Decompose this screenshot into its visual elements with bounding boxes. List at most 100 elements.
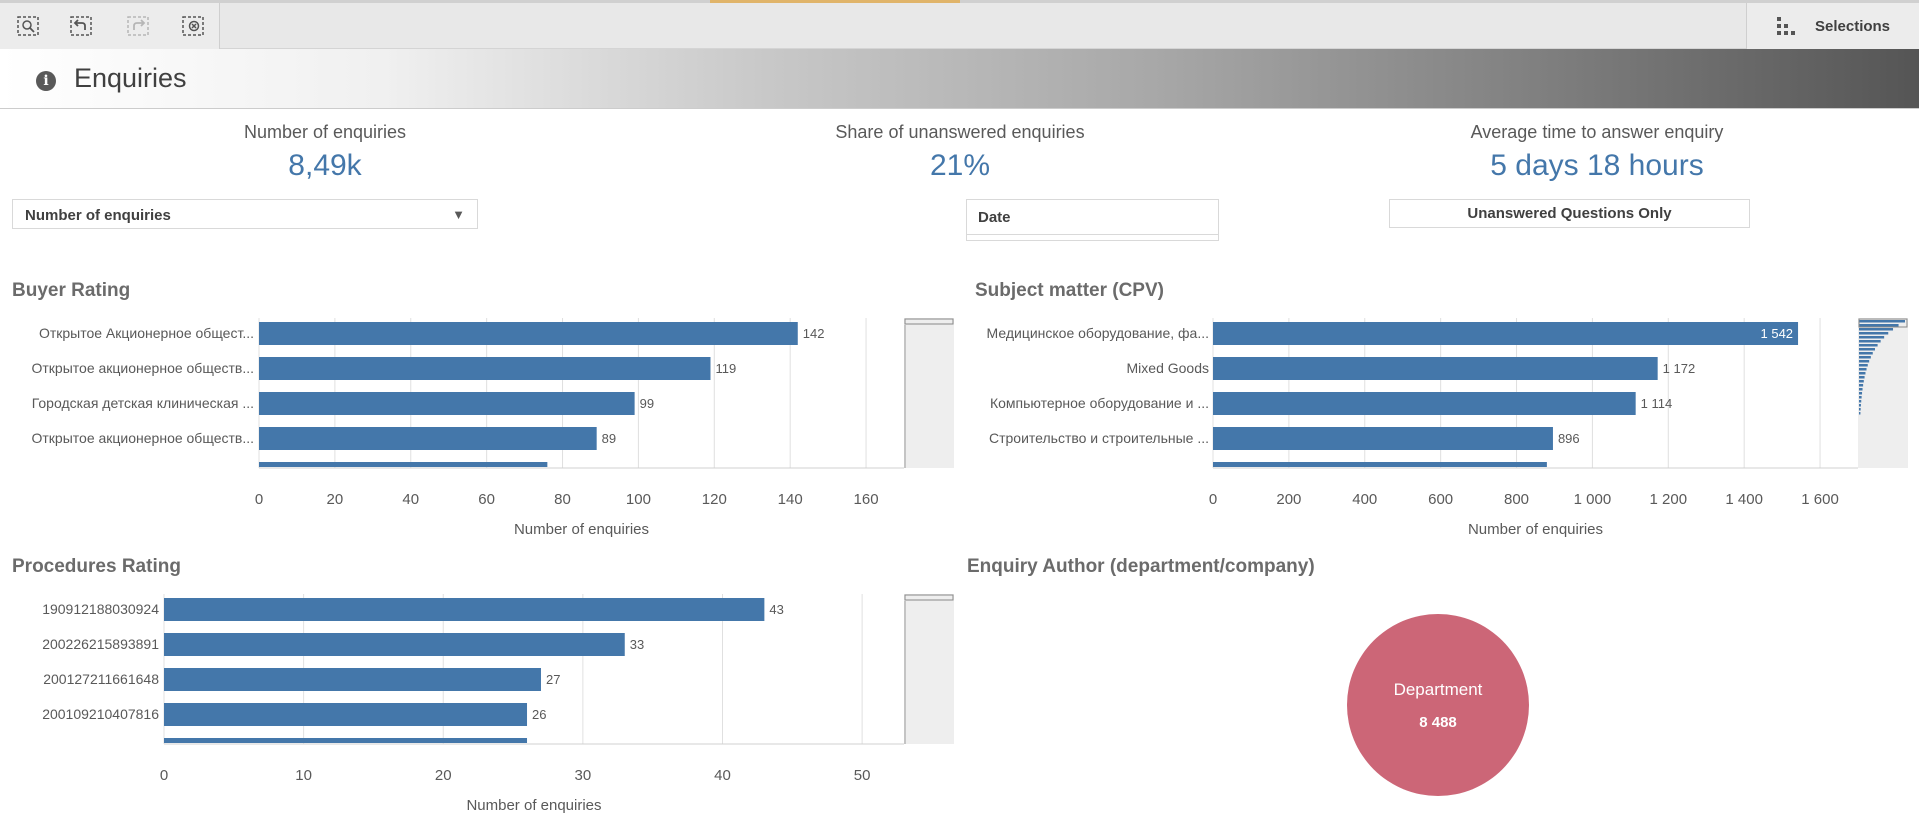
mini-chart-bar (1859, 408, 1861, 411)
step-forward-button[interactable] (123, 12, 153, 40)
smart-search-button[interactable] (13, 12, 43, 40)
bar (1213, 392, 1636, 415)
bar (164, 668, 541, 691)
bar (259, 322, 798, 345)
mini-chart-bar (1859, 396, 1862, 399)
bar (1213, 322, 1799, 345)
x-tick-label: 10 (295, 767, 312, 784)
y-category-label: Открытое акционерное обществ... (32, 360, 255, 376)
info-icon[interactable]: i (36, 71, 56, 91)
kpi-value: 8,49k (288, 149, 362, 182)
mini-chart-bar (1859, 324, 1899, 327)
mini-chart-bar (1859, 400, 1862, 403)
smart-search-icon (17, 16, 39, 36)
x-tick-label: 1 400 (1725, 491, 1763, 508)
mini-chart-bar (1859, 384, 1864, 387)
bar-value-label: 99 (640, 396, 654, 411)
mini-chart-bar (1859, 404, 1861, 407)
subject-matter-title: Subject matter (CPV) (975, 280, 1164, 301)
chevron-down-icon: ▼ (452, 207, 465, 222)
kpi-value: 21% (929, 149, 991, 182)
y-category-label: Открытое Акционерное общест... (39, 325, 254, 341)
mini-chart-bar (1859, 340, 1881, 343)
x-tick-label: 600 (1428, 491, 1453, 508)
enquiry-author-title: Enquiry Author (department/company) (967, 556, 1315, 577)
mini-chart-viewport (1858, 318, 1908, 328)
bar-value-label: 142 (803, 326, 825, 341)
bar-value-label: 33 (630, 637, 644, 652)
kpi-label: Share of unanswered enquiries (835, 122, 1085, 142)
date-filter-divider (967, 234, 1218, 235)
bar (164, 598, 765, 621)
buyer-rating-title: Buyer Rating (12, 280, 131, 301)
y-category-label: 200127211661648 (43, 671, 159, 687)
x-tick-label: 20 (327, 491, 344, 508)
selections-button[interactable]: Selections (1746, 3, 1919, 49)
bar-value-label: 43 (769, 602, 783, 617)
x-tick-label: 100 (626, 491, 651, 508)
buyer-rating-chart[interactable]: 0 20 40 60 80 100 120 140 160 Открытое Акционерно… (0, 300, 960, 550)
y-category-label: 200226215893891 (42, 636, 159, 652)
mini-chart-bar (1859, 332, 1889, 335)
step-forward-icon (127, 16, 149, 36)
bar-value-label: 89 (602, 431, 616, 446)
unanswered-only-button[interactable]: Unanswered Questions Only (1389, 199, 1750, 228)
mini-chart-bar (1859, 412, 1861, 415)
step-back-button[interactable] (66, 12, 96, 40)
kpi-label: Number of enquiries (243, 122, 407, 142)
mini-chart-bar (1859, 372, 1866, 375)
bar-value-label: 1 172 (1663, 361, 1696, 376)
x-tick-label: 0 (1209, 491, 1217, 508)
bar (259, 357, 711, 380)
x-tick-label: 1 000 (1574, 491, 1612, 508)
mini-chart-bar (1859, 356, 1871, 359)
x-tick-label: 20 (435, 767, 452, 784)
x-tick-label: 140 (778, 491, 803, 508)
date-filter-label: Date (978, 209, 1011, 226)
bar (1213, 357, 1658, 380)
bar (259, 427, 597, 450)
x-tick-label: 50 (854, 767, 871, 784)
kpi-label: Average time to answer enquiry (1470, 122, 1724, 142)
selection-tools-group (0, 3, 220, 49)
x-tick-label: 800 (1504, 491, 1529, 508)
x-tick-label: 120 (702, 491, 727, 508)
kpi-number-of-enquiries[interactable]: Number of enquiries 8,49k (125, 122, 525, 183)
mini-chart-scrollbar (1858, 318, 1908, 468)
enquiry-author-chart[interactable]: Department 8 488 (960, 576, 1919, 829)
bar-value-label: 26 (532, 707, 546, 722)
bar (164, 738, 528, 743)
clear-selections-button[interactable] (178, 12, 208, 40)
y-category-label: Компьютерное оборудование и ... (990, 395, 1209, 411)
mini-chart-bar (1859, 364, 1868, 367)
kpi-value: 5 days 18 hours (1490, 149, 1704, 182)
x-axis-title: Number of enquiries (1468, 521, 1603, 538)
y-category-label: 200109210407816 (42, 706, 159, 722)
x-axis-title: Number of enquiries (466, 797, 601, 814)
y-category-label: Медицинское оборудование, фа... (987, 325, 1209, 341)
kpi-share-unanswered[interactable]: Share of unanswered enquiries 21% (760, 122, 1160, 183)
x-tick-label: 200 (1276, 491, 1301, 508)
pie-slice-value: 8 488 (1419, 714, 1457, 731)
mini-chart-viewport (904, 318, 954, 325)
x-tick-label: 0 (160, 767, 168, 784)
bar-value-label: 1 114 (1641, 396, 1673, 411)
measure-dropdown[interactable]: Number of enquiries ▼ (12, 199, 478, 229)
date-filter[interactable]: Date (966, 199, 1219, 241)
measure-dropdown-value: Number of enquiries (25, 207, 171, 224)
x-tick-label: 40 (714, 767, 731, 784)
mini-chart-bar (1859, 348, 1876, 351)
x-tick-label: 40 (402, 491, 419, 508)
sheet-title: Enquiries (74, 63, 187, 93)
subject-matter-chart[interactable]: 0 200 400 600 800 1 000 1 200 1 400 1 600 Медицин… (960, 300, 1919, 550)
mini-chart-bar (1859, 336, 1885, 339)
x-tick-label: 1 600 (1801, 491, 1839, 508)
selections-label: Selections (1815, 17, 1891, 35)
procedures-rating-title: Procedures Rating (12, 556, 181, 577)
kpi-average-answer-time[interactable]: Average time to answer enquiry 5 days 18… (1397, 122, 1797, 183)
x-tick-label: 30 (575, 767, 592, 784)
selections-grid-icon (1777, 17, 1795, 35)
x-tick-label: 60 (478, 491, 495, 508)
procedures-rating-chart[interactable]: 0 10 20 30 40 50 190912188030924 43 200226215893… (0, 576, 960, 829)
mini-chart-bar (1859, 368, 1867, 371)
